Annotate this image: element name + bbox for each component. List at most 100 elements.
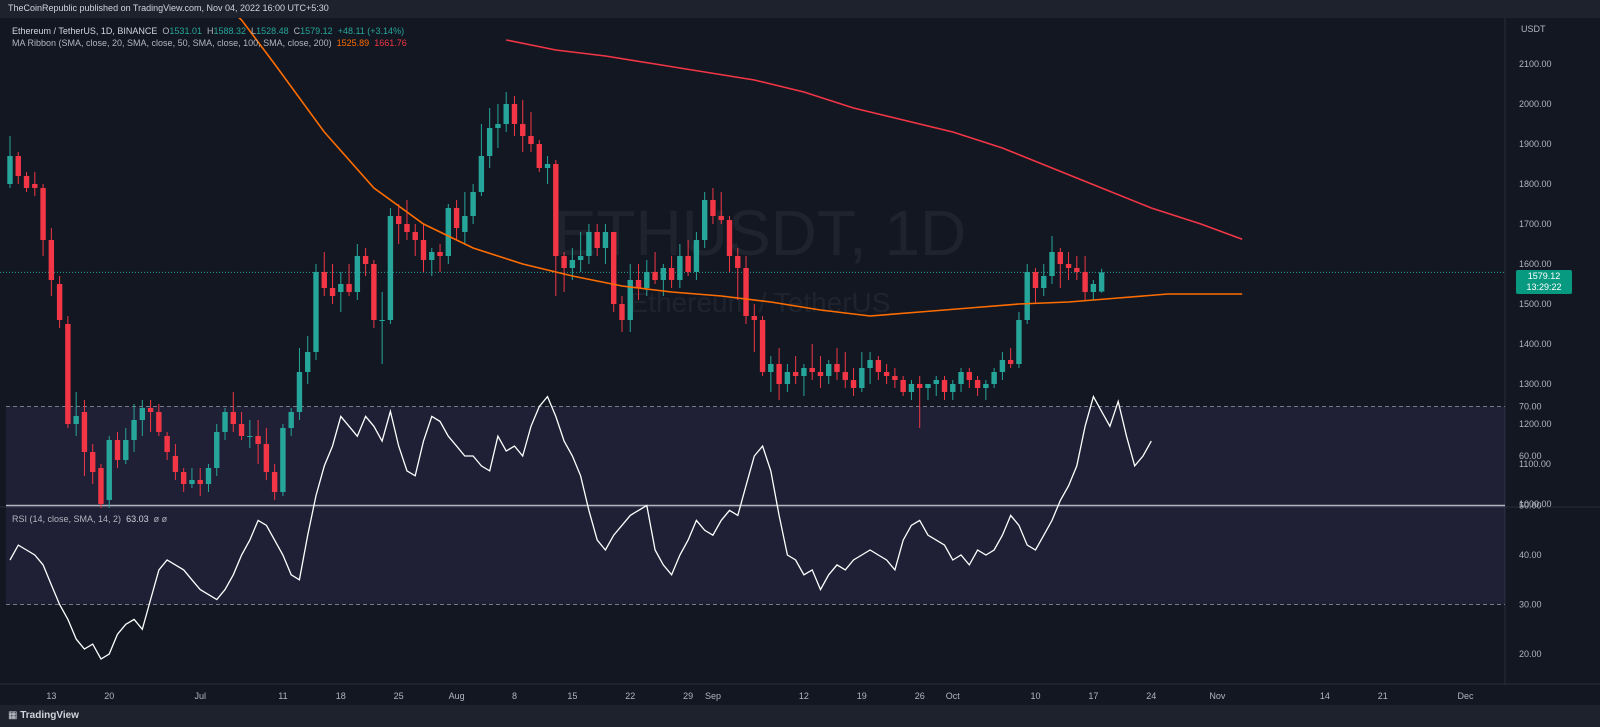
candle: [123, 428, 129, 464]
candle: [611, 232, 617, 312]
candle-body: [726, 220, 733, 256]
candle: [23, 172, 30, 192]
candle-body: [106, 440, 112, 500]
candle: [974, 376, 981, 396]
candle: [1049, 236, 1055, 284]
candle-body: [32, 184, 38, 188]
change-value: +48.11 (+3.14%): [337, 26, 405, 36]
candle: [81, 400, 88, 476]
candle-body: [1041, 276, 1047, 288]
candle: [495, 104, 501, 148]
candle-body: [784, 372, 791, 384]
footer-bar: ▦ TradingView: [0, 705, 1600, 727]
high-value: 1588.32: [213, 26, 247, 36]
ma-ribbon-legend[interactable]: MA Ribbon (SMA, close, 20, SMA, close, 5…: [12, 38, 407, 48]
candle: [867, 352, 873, 384]
candle: [412, 224, 418, 256]
candle: [569, 248, 576, 280]
candle-body: [751, 316, 757, 320]
tradingview-logo-icon: ▦: [8, 710, 18, 721]
candle: [561, 252, 567, 292]
candle: [255, 420, 261, 464]
candle: [280, 424, 286, 496]
candle: [917, 376, 923, 428]
time-tick-label: Sep: [705, 691, 721, 701]
candle: [131, 404, 137, 452]
candle-body: [230, 412, 236, 424]
candle: [776, 348, 782, 400]
candle: [792, 356, 799, 384]
candle-body: [470, 192, 476, 216]
candle: [602, 224, 609, 264]
rsi-tick-label: 20.00: [1519, 649, 1542, 659]
candle-body: [859, 368, 865, 388]
price-tick-label: 1000.00: [1519, 499, 1552, 509]
candle: [768, 356, 774, 392]
candle: [859, 352, 865, 392]
candle-body: [395, 216, 402, 224]
candle: [90, 444, 96, 484]
candle-body: [867, 360, 873, 368]
candle-body: [387, 216, 394, 320]
rsi-tick-label: 60.00: [1519, 451, 1542, 461]
candle: [759, 316, 766, 376]
publish-header: TheCoinRepublic published on TradingView…: [0, 0, 1600, 18]
candle-body: [222, 412, 228, 432]
candle: [271, 464, 278, 500]
candle: [908, 380, 915, 400]
symbol-title[interactable]: Ethereum / TetherUS, 1D, BINANCE: [12, 26, 158, 36]
open-value: 1531.01: [169, 26, 202, 36]
candle-body: [974, 380, 981, 388]
candle: [693, 232, 700, 280]
candle: [486, 108, 493, 168]
candle-body: [197, 480, 203, 484]
candle: [900, 376, 906, 396]
candle-body: [305, 352, 311, 372]
candle: [842, 352, 848, 388]
candle-body: [437, 252, 443, 256]
candle-body: [569, 260, 576, 268]
rsi-legend[interactable]: RSI (14, close, SMA, 14, 2) 63.03 ø ø: [12, 514, 167, 524]
candle: [147, 400, 154, 432]
candle: [156, 404, 162, 436]
candle: [238, 412, 245, 440]
tradingview-logo-text: TradingView: [20, 710, 79, 721]
candle: [1098, 268, 1105, 293]
candle: [371, 260, 377, 328]
candle: [445, 204, 452, 264]
candle: [189, 468, 195, 488]
time-tick-label: 29: [683, 691, 693, 701]
candle-body: [445, 208, 452, 256]
candle: [966, 368, 973, 388]
candle: [1024, 264, 1030, 324]
candle-body: [660, 268, 667, 280]
candle: [354, 244, 361, 300]
candle-body: [164, 436, 170, 452]
candle-body: [1057, 252, 1063, 264]
tradingview-logo[interactable]: ▦ TradingView: [8, 710, 79, 721]
candle-body: [40, 188, 46, 240]
candle-body: [429, 252, 435, 260]
candle-body: [495, 124, 501, 128]
candle-body: [520, 124, 526, 136]
price-axis-unit: USDT: [1521, 24, 1546, 34]
candle-body: [611, 232, 617, 304]
candle-body: [586, 232, 592, 256]
price-pane: [0, 18, 1600, 506]
candle: [15, 152, 21, 184]
candle: [56, 276, 63, 328]
candle-body: [15, 156, 21, 176]
candle: [230, 392, 236, 432]
candle-body: [271, 472, 278, 492]
price-tick-label: 1700.00: [1519, 219, 1552, 229]
time-tick-label: Aug: [449, 691, 465, 701]
candle: [710, 188, 716, 224]
candle-body: [875, 360, 882, 372]
candle-body: [644, 272, 650, 288]
candle-body: [652, 272, 658, 280]
candle: [735, 248, 741, 300]
candle-body: [933, 380, 939, 384]
candle-body: [114, 440, 121, 460]
low-value: 1528.48: [256, 26, 289, 36]
